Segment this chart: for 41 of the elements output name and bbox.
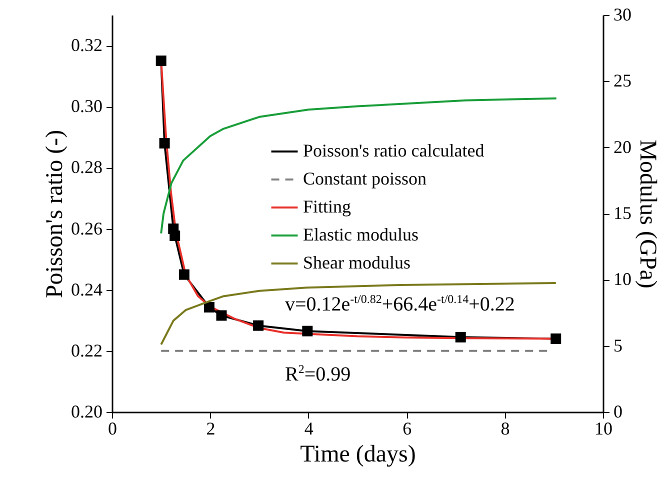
legend-label: Elastic modulus — [303, 224, 418, 244]
y-tick-label: 0.28 — [71, 157, 102, 178]
line-series — [160, 282, 557, 346]
x-axis-title: Time (days) — [300, 442, 416, 468]
y-axis-title: Poisson's ratio (-) — [42, 130, 68, 298]
legend-label: Poisson's ratio calculated — [303, 140, 484, 160]
annotation: R$^{2}$=0.99 — [285, 362, 351, 387]
x-tick-label: 10 — [594, 418, 612, 438]
point — [455, 332, 466, 342]
y-tick-label: 0.32 — [71, 35, 102, 56]
x-tick-label: 6 — [402, 418, 412, 438]
y2-tick-label: 20 — [614, 136, 632, 157]
legend-label: Shear modulus — [303, 252, 410, 272]
y-tick-label: 0.26 — [71, 218, 102, 238]
x-tick-label: 0 — [108, 418, 117, 438]
x-tick-label: 8 — [500, 418, 510, 438]
annotation: v=0.12e$^{-t/0.82}$+66.4e$^{-t/0.14}$+0.22 — [285, 292, 515, 317]
point — [170, 230, 180, 242]
y2-tick-label: 30 — [614, 4, 632, 24]
point — [159, 138, 170, 149]
x-tick-label: 4 — [304, 418, 314, 438]
y-tick-label: 0.22 — [71, 340, 102, 360]
y2-tick-label: 10 — [614, 269, 632, 290]
point — [156, 56, 166, 66]
y-tick-label: 0.20 — [71, 402, 102, 422]
y-tick-label: 0.30 — [71, 96, 102, 116]
point — [204, 302, 214, 312]
point — [216, 310, 227, 321]
point — [302, 326, 313, 336]
point — [253, 320, 264, 331]
y2-tick-label: 15 — [614, 203, 632, 223]
x-tick-label: 2 — [206, 418, 216, 438]
y-tick-label: 0.24 — [71, 279, 102, 300]
legend-label: Fitting — [303, 196, 352, 216]
legend-label: Constant poisson — [303, 168, 427, 188]
y2-tick-label: 0 — [614, 402, 622, 422]
point — [550, 333, 562, 344]
point — [178, 269, 190, 280]
y2-tick-label: 5 — [614, 335, 622, 356]
y2-axis-title: Modulus (GPa) — [634, 140, 660, 288]
y2-tick-label: 25 — [614, 70, 632, 91]
